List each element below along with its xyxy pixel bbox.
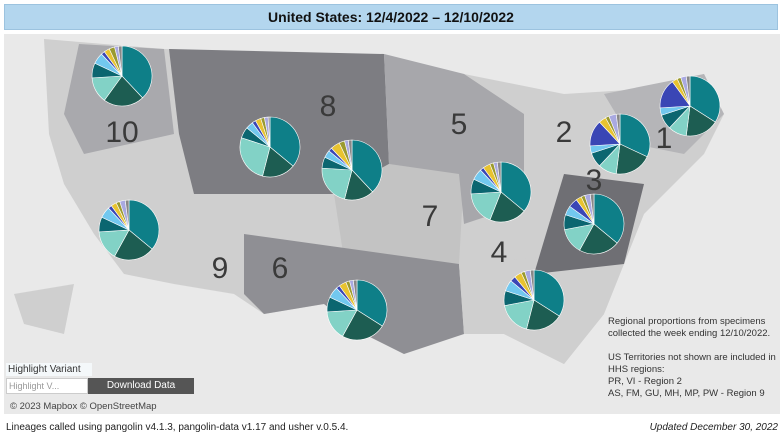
pie-slice xyxy=(619,113,651,158)
footer-left: Lineages called using pangolin v4.1.3, p… xyxy=(6,422,349,433)
pie-slice xyxy=(124,199,130,231)
pie-slice xyxy=(347,139,353,171)
pie-slice xyxy=(615,113,621,145)
region-label: 2 xyxy=(556,116,573,149)
pie-slice xyxy=(269,116,301,167)
region-label: 6 xyxy=(272,252,289,285)
region-label: 4 xyxy=(491,236,508,269)
pie-slice xyxy=(117,45,123,77)
pie-slice xyxy=(351,139,383,193)
pie-slice xyxy=(103,75,143,107)
pie-slice xyxy=(489,191,525,223)
pie-slice xyxy=(615,143,648,175)
pie-slice xyxy=(352,279,358,311)
pie-slice xyxy=(128,199,160,250)
pie-slice xyxy=(579,223,618,255)
note-line: US Territories not shown are included in xyxy=(608,352,776,363)
pie-slice xyxy=(267,116,271,148)
note-line xyxy=(608,340,774,352)
pie-slice xyxy=(114,229,153,261)
highlight-label: Highlight Variant xyxy=(6,363,92,376)
highlight-input[interactable]: Highlight V... xyxy=(6,378,88,394)
pie-slice xyxy=(685,75,691,107)
pie-slice xyxy=(342,309,383,341)
pie-slice xyxy=(526,299,560,331)
pie-slice xyxy=(239,137,271,177)
region-label: 7 xyxy=(422,200,439,233)
region-label: 3 xyxy=(586,164,603,197)
note-line: AS, FM, GU, MH, MP, PW - Region 9 xyxy=(608,388,765,399)
note-line: HHS regions: xyxy=(608,364,665,375)
note-line: collected the week ending 12/10/2022. xyxy=(608,328,771,339)
region-label: 1 xyxy=(656,122,673,155)
title: United States: 12/4/2022 – 12/10/2022 xyxy=(4,4,778,30)
pie-slice xyxy=(121,45,153,99)
pie-slice xyxy=(589,193,595,225)
pie-slice xyxy=(496,161,502,193)
download-button[interactable]: Download Data xyxy=(88,378,194,394)
attribution: © 2023 Mapbox © OpenStreetMap xyxy=(10,401,157,412)
footer-right: Updated December 30, 2022 xyxy=(649,422,778,433)
region-label: 9 xyxy=(212,252,229,285)
pie-slice xyxy=(593,193,625,244)
region-label: 5 xyxy=(451,108,468,141)
note-line: Regional proportions from specimens xyxy=(608,316,766,327)
pie-slice xyxy=(321,167,353,200)
region-label: 8 xyxy=(320,90,337,123)
land xyxy=(14,284,74,334)
note: Regional proportions from specimens colle… xyxy=(608,316,776,400)
note-line: PR, VI - Region 2 xyxy=(608,376,682,387)
region-label: 10 xyxy=(105,116,138,149)
pie-slice xyxy=(500,161,532,212)
pie-slice xyxy=(529,269,535,301)
